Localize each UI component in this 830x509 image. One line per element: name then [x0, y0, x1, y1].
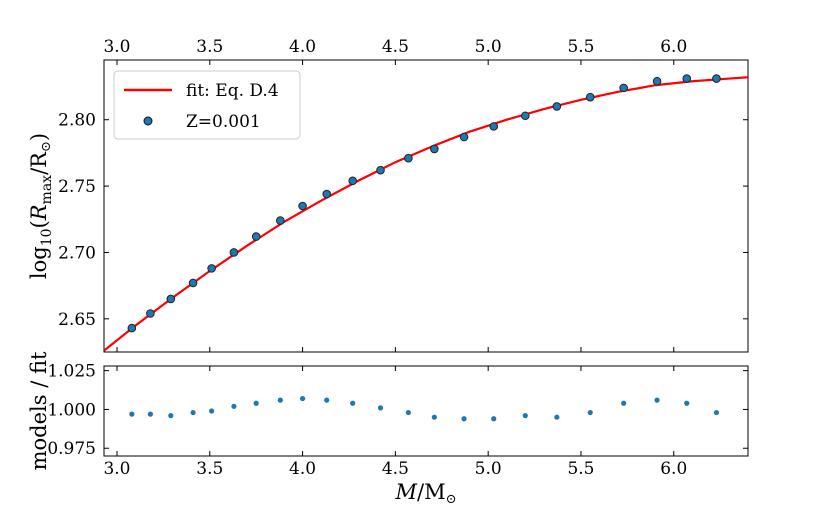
residual-y-tick-label: 1.025: [47, 362, 96, 382]
xlabel-m: M: [395, 480, 418, 504]
model-point: [348, 176, 357, 186]
ylabel-max-sub: max: [39, 175, 55, 205]
residual-point: [654, 397, 660, 403]
fit-panel-y-ticks: 2.65 2.70 2.75 2.80: [58, 111, 748, 330]
fit-x-tick-label: 3.0: [103, 37, 130, 57]
residual-panel: 3.0 3.5 4.0 4.5 5.0 5.5 6.0 0.975 1.000 1.025 mo…: [27, 351, 749, 507]
model-point: [298, 201, 307, 211]
fit-y-tick-label: 2.65: [58, 310, 96, 330]
fit-y-tick-label: 2.75: [58, 177, 96, 197]
residual-panel-frame: [103, 365, 749, 457]
fit-panel-top-x-ticks: 3.0 3.5 4.0 4.5 5.0 5.5 6.0: [103, 37, 687, 352]
model-point: [430, 144, 439, 154]
model-point: [489, 122, 499, 131]
model-point: [682, 74, 692, 83]
fit-x-tick-label: 3.5: [196, 37, 223, 57]
legend: fit: Eq. D.4 Z=0.001: [113, 70, 301, 140]
fit-x-tick-label: 4.5: [382, 37, 409, 57]
model-point: [188, 278, 198, 288]
residual-panel-y-ticks: 0.975 1.000 1.025: [47, 362, 748, 459]
ylabel-close-paren: ): [27, 133, 51, 141]
residual-point: [405, 409, 411, 416]
fit-x-tick-label: 5.0: [475, 37, 502, 57]
residual-point: [377, 405, 384, 411]
model-point: [404, 153, 413, 163]
residual-x-tick-label: 3.0: [103, 459, 130, 479]
residual-point: [253, 400, 259, 406]
fit-y-tick-label: 2.70: [58, 243, 96, 263]
xlabel-over-msun: /M: [417, 480, 446, 504]
residual-x-tick-label: 4.0: [289, 459, 316, 479]
residual-point: [129, 411, 135, 417]
model-point: [585, 92, 595, 102]
residual-point: [324, 397, 330, 403]
ylabel-log: log: [27, 246, 51, 279]
model-point: [229, 248, 239, 257]
residual-x-tick-label: 5.0: [475, 459, 502, 479]
model-point: [712, 74, 721, 83]
residual-point: [522, 413, 528, 419]
model-point: [652, 76, 662, 86]
model-point: [166, 294, 176, 304]
residual-x-tick-label: 6.0: [660, 459, 687, 479]
residual-panel-y-label: models / fit: [27, 351, 51, 470]
residual-point: [554, 414, 560, 420]
legend-marker-swatch: [143, 116, 153, 126]
model-point: [520, 111, 530, 121]
residual-point: [461, 416, 467, 422]
model-point: [322, 189, 332, 199]
fit-panel-y-label: log10(Rmax/R⊙): [27, 133, 55, 279]
ylabel-over-rsun: /R: [27, 151, 51, 175]
residual-y-tick-label: 1.000: [47, 400, 96, 420]
fit-panel-plot-area: [104, 74, 748, 352]
residual-y-tick-label: 0.975: [47, 439, 96, 459]
residual-point: [147, 411, 153, 417]
xlabel-sun-symbol: ⊙: [446, 492, 457, 507]
model-point: [207, 264, 216, 273]
residual-point: [713, 409, 720, 416]
legend-label-fit: fit: Eq. D.4: [186, 81, 279, 101]
residual-point: [587, 409, 593, 416]
residual-point: [350, 400, 356, 406]
model-point: [146, 309, 155, 318]
ylabel-r: R: [27, 204, 51, 221]
residual-point: [277, 397, 283, 403]
fit-x-tick-label: 4.0: [289, 37, 316, 57]
residual-panel-x-ticks: 3.0 3.5 4.0 4.5 5.0 5.5 6.0: [103, 366, 687, 479]
residual-point: [491, 416, 497, 422]
residual-panel-plot-area: [129, 395, 720, 422]
model-point: [459, 132, 469, 142]
residual-x-tick-label: 3.5: [196, 459, 223, 479]
model-point: [619, 83, 628, 93]
residual-point: [299, 395, 306, 402]
x-axis-label: M/M⊙: [395, 480, 457, 507]
model-point: [251, 232, 261, 241]
residual-point: [209, 408, 215, 414]
residual-x-tick-label: 4.5: [382, 459, 409, 479]
ylabel-open-paren: (: [27, 220, 51, 228]
residual-point: [684, 400, 690, 406]
model-point: [127, 323, 137, 333]
legend-label-z: Z=0.001: [186, 112, 261, 132]
residual-x-tick-label: 5.5: [567, 459, 594, 479]
fit-panel-frame: [103, 59, 749, 353]
model-point: [276, 216, 285, 225]
residual-point: [431, 414, 437, 420]
ylabel-log-base: 10: [39, 228, 55, 246]
residual-point: [621, 400, 627, 406]
residual-point: [190, 409, 196, 416]
fit-y-tick-label: 2.80: [58, 111, 96, 131]
fit-x-tick-label: 6.0: [660, 37, 687, 57]
residual-point: [231, 403, 237, 409]
residual-point: [168, 413, 174, 419]
fit-panel: 3.0 3.5 4.0 4.5 5.0 5.5 6.0 2.65 2.70 2.75 2.80 f…: [27, 37, 749, 353]
ylabel-sun-symbol: ⊙: [39, 141, 54, 152]
legend-box: [113, 70, 301, 140]
model-point: [376, 165, 385, 175]
model-point: [552, 102, 562, 111]
fit-x-tick-label: 5.5: [567, 37, 594, 57]
